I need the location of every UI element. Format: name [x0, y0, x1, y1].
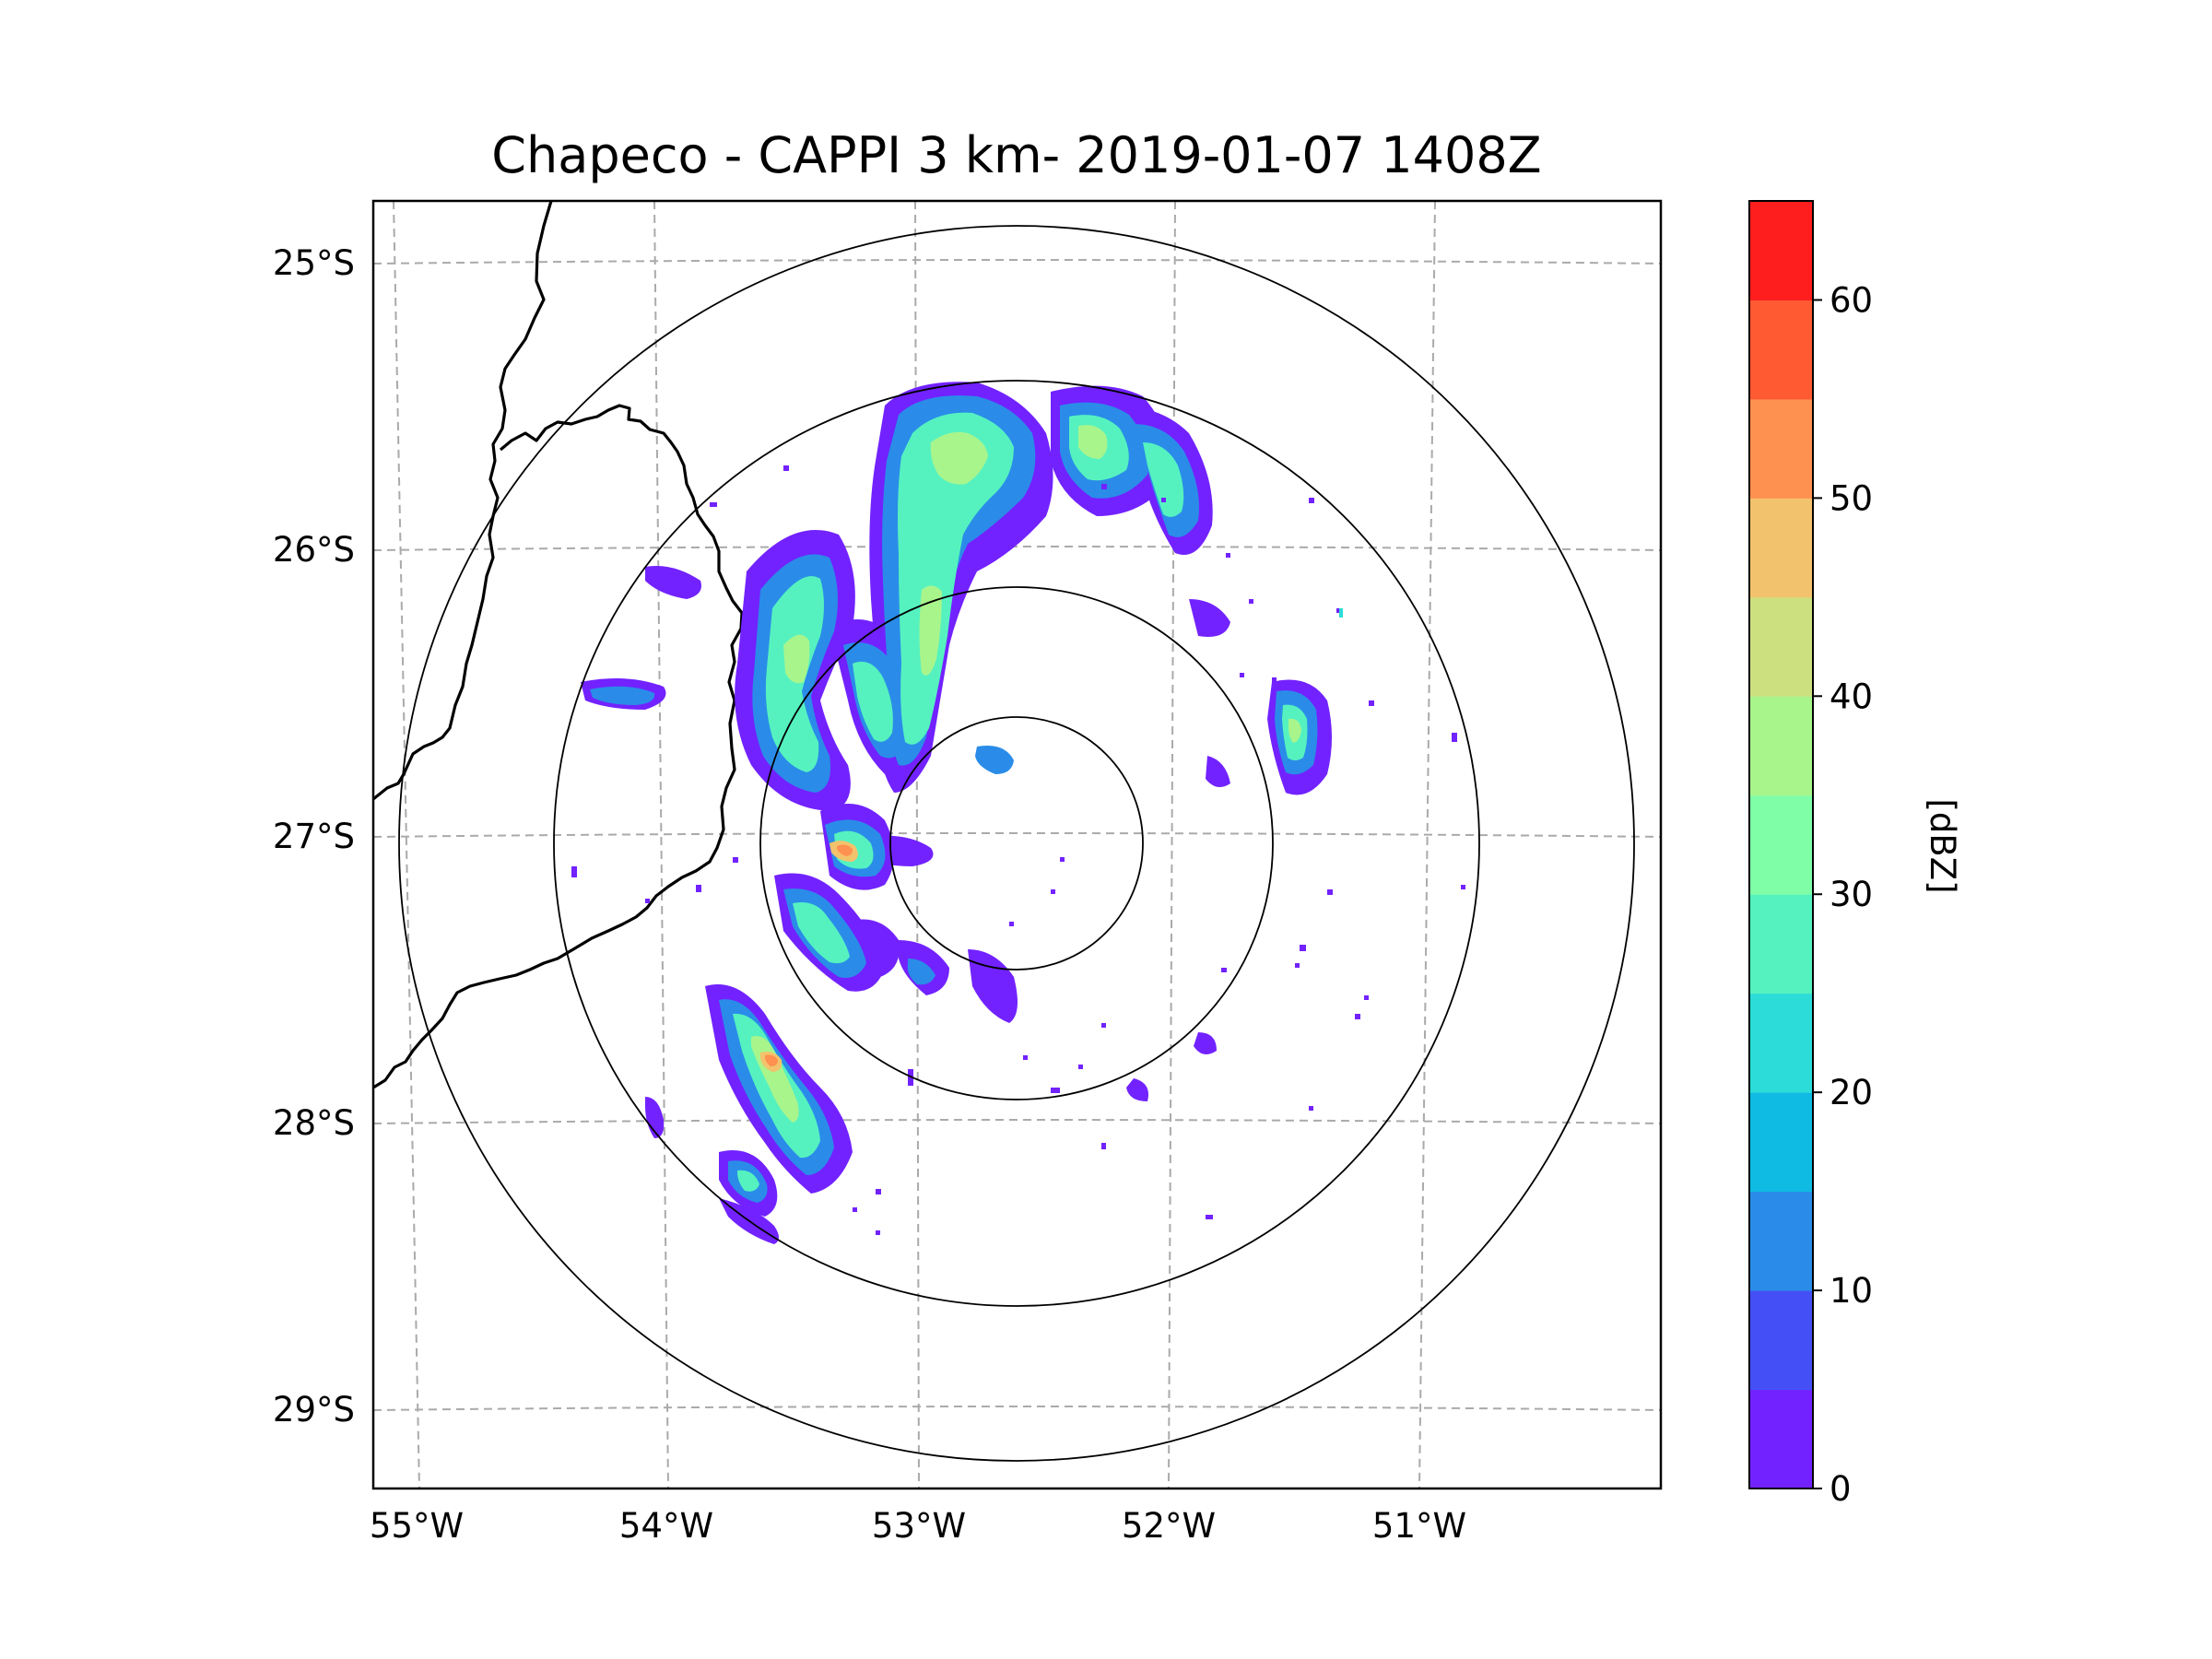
- colorbar-frame: [1748, 200, 1814, 1489]
- gridline-lat-25: [373, 259, 1661, 265]
- gridline-lat-29: [373, 1406, 1661, 1411]
- gridline-lat-27: [373, 832, 1661, 838]
- colorbar-swatch: [1749, 398, 1813, 499]
- colorbar-swatch: [1749, 300, 1813, 400]
- echo-cyan-dot: [1339, 608, 1343, 618]
- colorbar-swatches: [1749, 201, 1813, 1489]
- gridline-lon-55: [393, 201, 420, 1488]
- colorbar-tick-label: 40: [1830, 677, 1873, 716]
- colorbar-swatch: [1749, 596, 1813, 697]
- borders: [373, 201, 744, 1089]
- border-south: [373, 404, 744, 1089]
- x-tick-label: 51°W: [1372, 1506, 1466, 1546]
- range-ring-2: [759, 586, 1274, 1100]
- map-panel: [371, 199, 1663, 1490]
- colorbar-swatch: [1749, 894, 1813, 994]
- colorbar-tick-label: 0: [1830, 1469, 1852, 1509]
- radar-echoes: [571, 382, 1465, 1244]
- colorbar-swatch: [1749, 1389, 1813, 1489]
- echo-layer-50dbz: [765, 844, 853, 1066]
- colorbar-swatch: [1749, 1191, 1813, 1291]
- x-tick-label: 55°W: [370, 1506, 464, 1546]
- y-tick-label: 28°S: [273, 1103, 355, 1143]
- y-tick-label: 27°S: [273, 817, 355, 856]
- gridline-lat-28: [373, 1119, 1661, 1124]
- y-tick-label: 26°S: [273, 530, 355, 570]
- border-west: [373, 201, 553, 801]
- gridline-lon-54: [653, 201, 669, 1488]
- colorbar-swatch: [1749, 1290, 1813, 1391]
- colorbar-swatch: [1749, 696, 1813, 796]
- gridline-lat-26: [373, 546, 1661, 551]
- axis-labels: 25°S 26°S 27°S 28°S 29°S 55°W 54°W 53°W …: [273, 243, 1466, 1546]
- colorbar-ticks: 0 10 20 30 40 50 60: [1813, 280, 1873, 1509]
- range-rings: [398, 225, 1635, 1462]
- y-tick-label: 29°S: [273, 1390, 355, 1430]
- x-tick-label: 53°W: [872, 1506, 966, 1546]
- y-tick-label: 25°S: [273, 243, 355, 283]
- colorbar-tick-label: 20: [1830, 1073, 1873, 1112]
- x-tick-label: 52°W: [1122, 1506, 1216, 1546]
- map-background: [373, 201, 1661, 1488]
- gridline-lon-52: [1168, 201, 1176, 1488]
- colorbar-tick-label: 50: [1830, 478, 1873, 518]
- colorbar-swatch: [1749, 498, 1813, 598]
- map-frame: [371, 199, 1663, 1490]
- chart-title: Chapeco - CAPPI 3 km- 2019-01-07 1408Z: [491, 126, 1541, 184]
- colorbar: 0 10 20 30 40 50 60 [dBZ]: [1748, 200, 1962, 1509]
- colorbar-swatch: [1749, 993, 1813, 1093]
- colorbar-swatch: [1749, 794, 1813, 895]
- colorbar-label: [dBZ]: [1923, 798, 1962, 893]
- colorbar-tick-label: 30: [1830, 875, 1873, 914]
- clutter-arcs: [967, 768, 1029, 819]
- colorbar-swatch: [1749, 201, 1813, 300]
- colorbar-tick-label: 10: [1830, 1271, 1873, 1311]
- range-ring-1: [889, 716, 1144, 971]
- gridline-lon-51: [1418, 201, 1436, 1488]
- range-ring-3: [553, 380, 1480, 1307]
- colorbar-tick-label: 60: [1830, 280, 1873, 320]
- x-tick-label: 54°W: [619, 1506, 713, 1546]
- colorbar-swatch: [1749, 1092, 1813, 1193]
- range-ring-4: [398, 225, 1635, 1462]
